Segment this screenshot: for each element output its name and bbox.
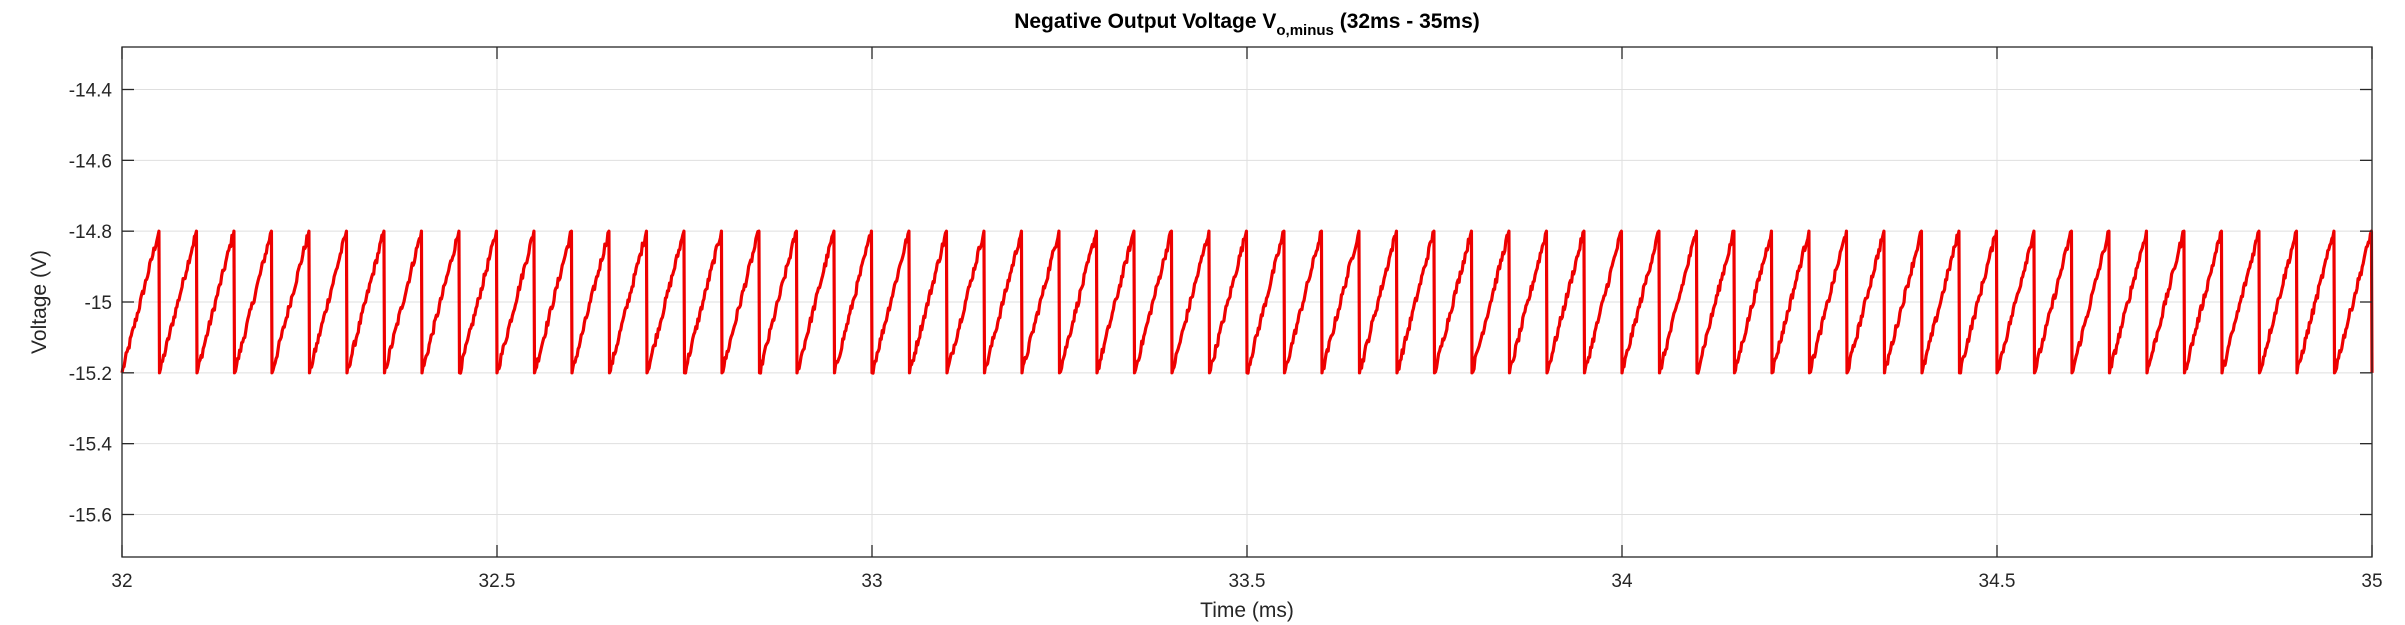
x-tick-label: 34.5: [1979, 571, 2016, 592]
chart-title-subscript: o,minus: [1276, 22, 1334, 39]
y-axis-label: Voltage (V): [28, 250, 51, 354]
series-line-vo-minus: [120, 229, 2374, 375]
y-tick-label: -15.4: [69, 435, 113, 456]
tick-marks: [121, 47, 2373, 557]
x-tick-label: 34: [1611, 571, 1633, 592]
series-layer: [120, 229, 2374, 375]
tick-labels: 32 32.5 33 33.5 34 34.5 35 -15.6 -15.4 -15.2 -15 -1…: [69, 81, 2383, 593]
y-tick-label: -15.2: [69, 364, 112, 385]
chart-title-suffix: (32ms - 35ms): [1334, 10, 1480, 33]
x-tick-label: 32.5: [479, 571, 516, 592]
x-tick-label: 32: [111, 571, 132, 592]
chart-title-main: Negative Output Voltage V: [1014, 10, 1276, 33]
y-tick-label: -15: [85, 293, 112, 314]
y-tick-label: -14.6: [69, 151, 112, 172]
y-tick-label: -14.8: [69, 222, 112, 243]
y-tick-label: -15.6: [69, 506, 112, 527]
x-tick-label: 33: [861, 571, 882, 592]
x-tick-label: 33.5: [1229, 571, 1266, 592]
chart-title: Negative Output Voltage Vo,minus (32ms -…: [1014, 10, 1480, 39]
x-tick-label: 35: [2361, 571, 2382, 592]
y-tick-label: -14.4: [69, 81, 113, 102]
x-axis-label: Time (ms): [1200, 599, 1294, 622]
